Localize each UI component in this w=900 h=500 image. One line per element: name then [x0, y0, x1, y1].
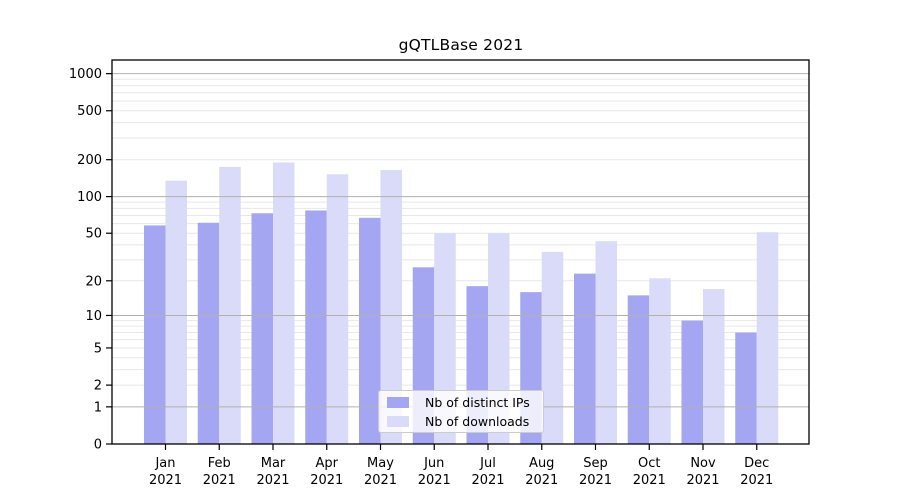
bar-distinct-ips-may [359, 217, 381, 444]
bar-downloads-feb [219, 166, 241, 444]
y-tick-label: 1000 [69, 67, 102, 82]
bar-downloads-may [380, 169, 402, 445]
x-tick-label-year: 2021 [471, 473, 504, 488]
bar-downloads-jan [165, 180, 187, 444]
bar-downloads-aug [541, 251, 564, 444]
x-tick-label-year: 2021 [418, 473, 451, 488]
x-tick-label-year: 2021 [310, 473, 343, 488]
bar-downloads-sep [595, 241, 617, 444]
x-tick-label-year: 2021 [579, 473, 612, 488]
chart-title: gQTLBase 2021 [398, 36, 524, 54]
y-tick-label: 50 [85, 227, 102, 242]
x-tick-label-month: Jul [479, 456, 496, 471]
bar-downloads-oct [649, 278, 671, 444]
x-tick-label-year: 2021 [256, 473, 289, 488]
x-tick-label-month: Nov [690, 456, 716, 471]
bar-distinct-ips-mar [251, 213, 273, 444]
axes-frame [111, 59, 810, 445]
legend: Nb of distinct IPs Nb of downloads [378, 390, 544, 433]
bar-distinct-ips-apr [305, 210, 327, 444]
legend-swatch-distinct-ips [387, 396, 409, 408]
bar-downloads-mar [273, 162, 295, 444]
legend-item-downloads: Nb of downloads [387, 414, 535, 429]
x-tick-label-month: Apr [316, 456, 339, 471]
bar-downloads-dec [756, 232, 779, 444]
x-tick-label-month: Feb [208, 456, 231, 471]
x-tick-label-year: 2021 [686, 473, 719, 488]
x-tick-label-month: Mar [261, 456, 286, 471]
x-tick-label-year: 2021 [149, 473, 182, 488]
bar-distinct-ips-sep [574, 273, 596, 444]
bar-downloads-apr [326, 174, 349, 444]
x-tick-label-year: 2021 [740, 473, 773, 488]
bar-distinct-ips-nov [681, 320, 703, 444]
legend-swatch-downloads [387, 415, 409, 427]
legend-label-distinct-ips: Nb of distinct IPs [425, 394, 530, 410]
bar-distinct-ips-oct [627, 295, 650, 444]
bar-downloads-nov [703, 289, 725, 444]
y-tick-label: 5 [94, 341, 102, 356]
y-tick-label: 20 [85, 274, 102, 289]
y-tick-label: 2 [94, 379, 102, 394]
y-tick-label: 500 [77, 104, 102, 119]
y-tick-label: 100 [77, 190, 102, 205]
x-tick-label-year: 2021 [364, 473, 397, 488]
x-tick-label-month: Aug [529, 456, 554, 471]
x-tick-label-month: May [367, 456, 394, 471]
x-tick-label-month: Dec [744, 456, 769, 471]
y-tick-label: 0 [94, 438, 102, 453]
bar-distinct-ips-dec [735, 332, 757, 444]
x-tick-label-month: Jun [423, 456, 444, 471]
x-tick-label-year: 2021 [525, 473, 558, 488]
x-tick-label-year: 2021 [203, 473, 236, 488]
bar-distinct-ips-feb [197, 222, 220, 444]
x-tick-label-year: 2021 [633, 473, 666, 488]
bar-distinct-ips-jan [144, 225, 166, 444]
legend-label-downloads: Nb of downloads [425, 413, 530, 429]
legend-item-distinct-ips: Nb of distinct IPs [387, 395, 535, 410]
x-tick-label-month: Sep [583, 456, 608, 471]
y-tick-label: 200 [77, 153, 102, 168]
x-tick-label-month: Jan [154, 456, 175, 471]
x-tick-label-month: Oct [638, 456, 660, 471]
y-tick-label: 10 [85, 309, 102, 324]
y-tick-label: 1 [94, 400, 102, 415]
